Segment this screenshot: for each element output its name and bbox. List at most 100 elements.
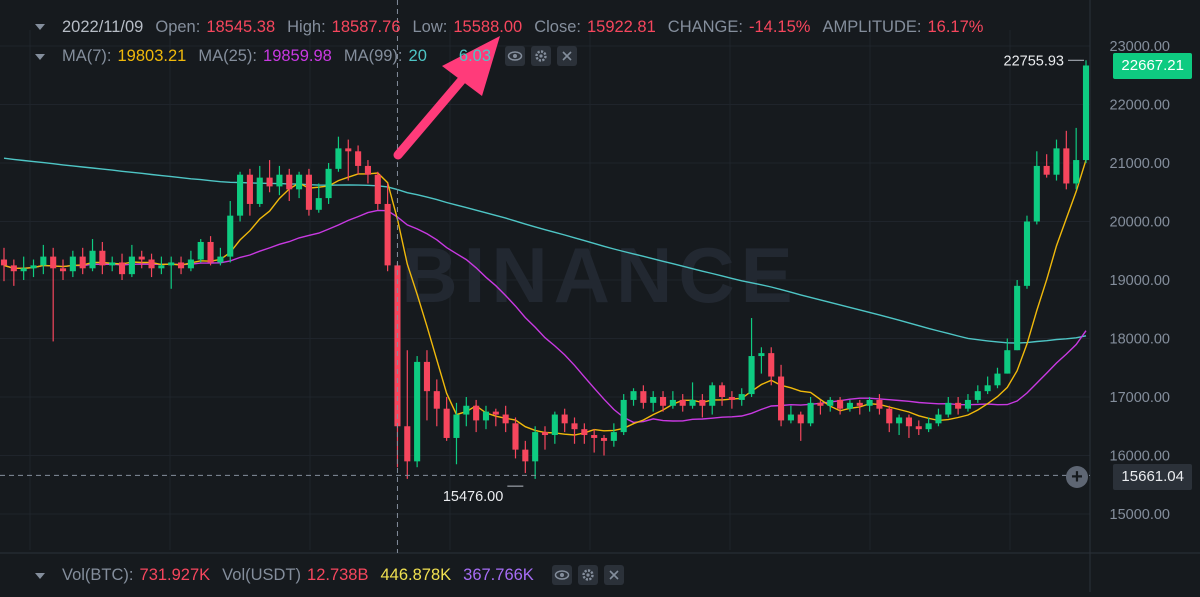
- candle: [541, 426, 549, 450]
- candle-body: [30, 265, 37, 269]
- eye-icon[interactable]: [551, 565, 572, 585]
- candle: [50, 247, 57, 342]
- candle: [109, 256, 116, 272]
- candle: [748, 318, 755, 397]
- candle: [896, 414, 903, 436]
- candle-body: [1023, 221, 1031, 286]
- candle: [237, 171, 244, 222]
- candle-body: [227, 215, 234, 257]
- ma-legend: MA(7): 19803.21 MA(25): 19859.98 MA(99):…: [62, 44, 578, 68]
- candle: [89, 239, 96, 272]
- candle: [640, 385, 647, 409]
- candle: [30, 259, 37, 278]
- candle-body: [345, 148, 352, 152]
- candle-body: [197, 241, 204, 260]
- candle: [787, 405, 794, 424]
- candle-body: [1073, 160, 1080, 184]
- candle: [679, 394, 686, 412]
- candle: [492, 408, 499, 427]
- candle-body: [846, 402, 853, 409]
- candle: [689, 382, 696, 409]
- candle: [325, 163, 332, 204]
- candle-body: [935, 414, 942, 424]
- candle: [512, 417, 519, 459]
- change-label: CHANGE:: [667, 17, 743, 36]
- caret-down-icon[interactable]: [35, 573, 45, 579]
- candle-body: [1014, 285, 1021, 351]
- low-label: Low:: [412, 17, 448, 36]
- candle: [964, 394, 972, 412]
- candle: [414, 356, 421, 468]
- candle-date: 2022/11/09: [62, 17, 144, 36]
- close-icon[interactable]: [557, 46, 578, 66]
- candle-body: [738, 394, 745, 400]
- candle: [178, 256, 185, 275]
- candle: [217, 247, 224, 266]
- candle: [699, 394, 706, 418]
- candle-body: [787, 414, 794, 421]
- y-tick-label: 19000.00: [1110, 273, 1170, 289]
- gear-icon[interactable]: [577, 565, 598, 585]
- candle-body: [99, 250, 106, 266]
- eye-icon[interactable]: [505, 46, 526, 66]
- candle-body: [148, 259, 155, 269]
- amplitude-label: AMPLITUDE:: [822, 17, 922, 36]
- candle-body: [886, 408, 893, 424]
- candle: [443, 397, 450, 441]
- y-tick-label: 22000.00: [1110, 98, 1170, 114]
- candle: [935, 408, 942, 427]
- candle: [905, 414, 912, 438]
- close-icon[interactable]: [603, 565, 624, 585]
- ma99-line: [3, 157, 1087, 344]
- y-tick-label: 15000.00: [1110, 507, 1170, 523]
- candle-body: [187, 259, 194, 269]
- candle-body: [699, 399, 706, 406]
- candle-body: [1004, 350, 1011, 374]
- candle: [197, 239, 204, 263]
- candle: [837, 397, 844, 415]
- candle-body: [178, 262, 185, 269]
- candle-body: [59, 268, 67, 272]
- candle-body: [669, 399, 676, 406]
- candle: [79, 247, 86, 275]
- candle-body: [89, 250, 96, 269]
- y-tick-label: 20000.00: [1110, 215, 1170, 231]
- candle: [118, 253, 126, 280]
- candle-body: [423, 361, 431, 392]
- high-marker-label: 22755.93: [1004, 53, 1064, 69]
- candle-body: [512, 423, 519, 450]
- candle-body: [522, 449, 529, 462]
- candle: [374, 171, 381, 210]
- candle-body: [384, 203, 391, 266]
- candle: [1082, 60, 1090, 163]
- change-value: -14.15%: [748, 17, 811, 36]
- candle-body: [925, 423, 932, 430]
- crosshair-price-tag: 15661.04: [1113, 464, 1192, 490]
- candle-body: [896, 417, 903, 424]
- candle-body: [276, 174, 283, 187]
- ma7-label: MA(7):: [62, 46, 112, 65]
- plus-icon[interactable]: +: [1066, 466, 1088, 488]
- candle-body: [463, 405, 470, 415]
- candle-body: [325, 168, 332, 199]
- candle-body: [492, 411, 499, 415]
- candle: [551, 411, 558, 444]
- candle-body: [404, 426, 411, 462]
- gear-icon[interactable]: [531, 46, 552, 66]
- candle-body: [955, 402, 962, 409]
- candle-body: [709, 385, 716, 406]
- caret-down-icon[interactable]: [35, 54, 45, 60]
- arrow-shaft: [393, 63, 477, 160]
- candle: [305, 168, 312, 216]
- ma99-value-start: 20: [408, 46, 427, 65]
- candle-body: [0, 259, 8, 266]
- candle-body: [630, 391, 637, 400]
- vol-btc-label: Vol(BTC):: [62, 565, 134, 584]
- caret-down-icon[interactable]: [35, 24, 45, 30]
- candle-body: [10, 265, 17, 272]
- candle-body: [1063, 148, 1070, 184]
- candle-body: [837, 399, 844, 409]
- candle: [40, 244, 47, 275]
